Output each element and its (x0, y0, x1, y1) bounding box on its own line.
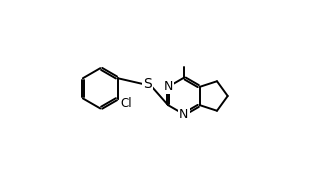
Text: Cl: Cl (120, 97, 132, 109)
Text: N: N (179, 108, 188, 121)
Text: S: S (143, 78, 152, 91)
Text: N: N (163, 80, 173, 93)
